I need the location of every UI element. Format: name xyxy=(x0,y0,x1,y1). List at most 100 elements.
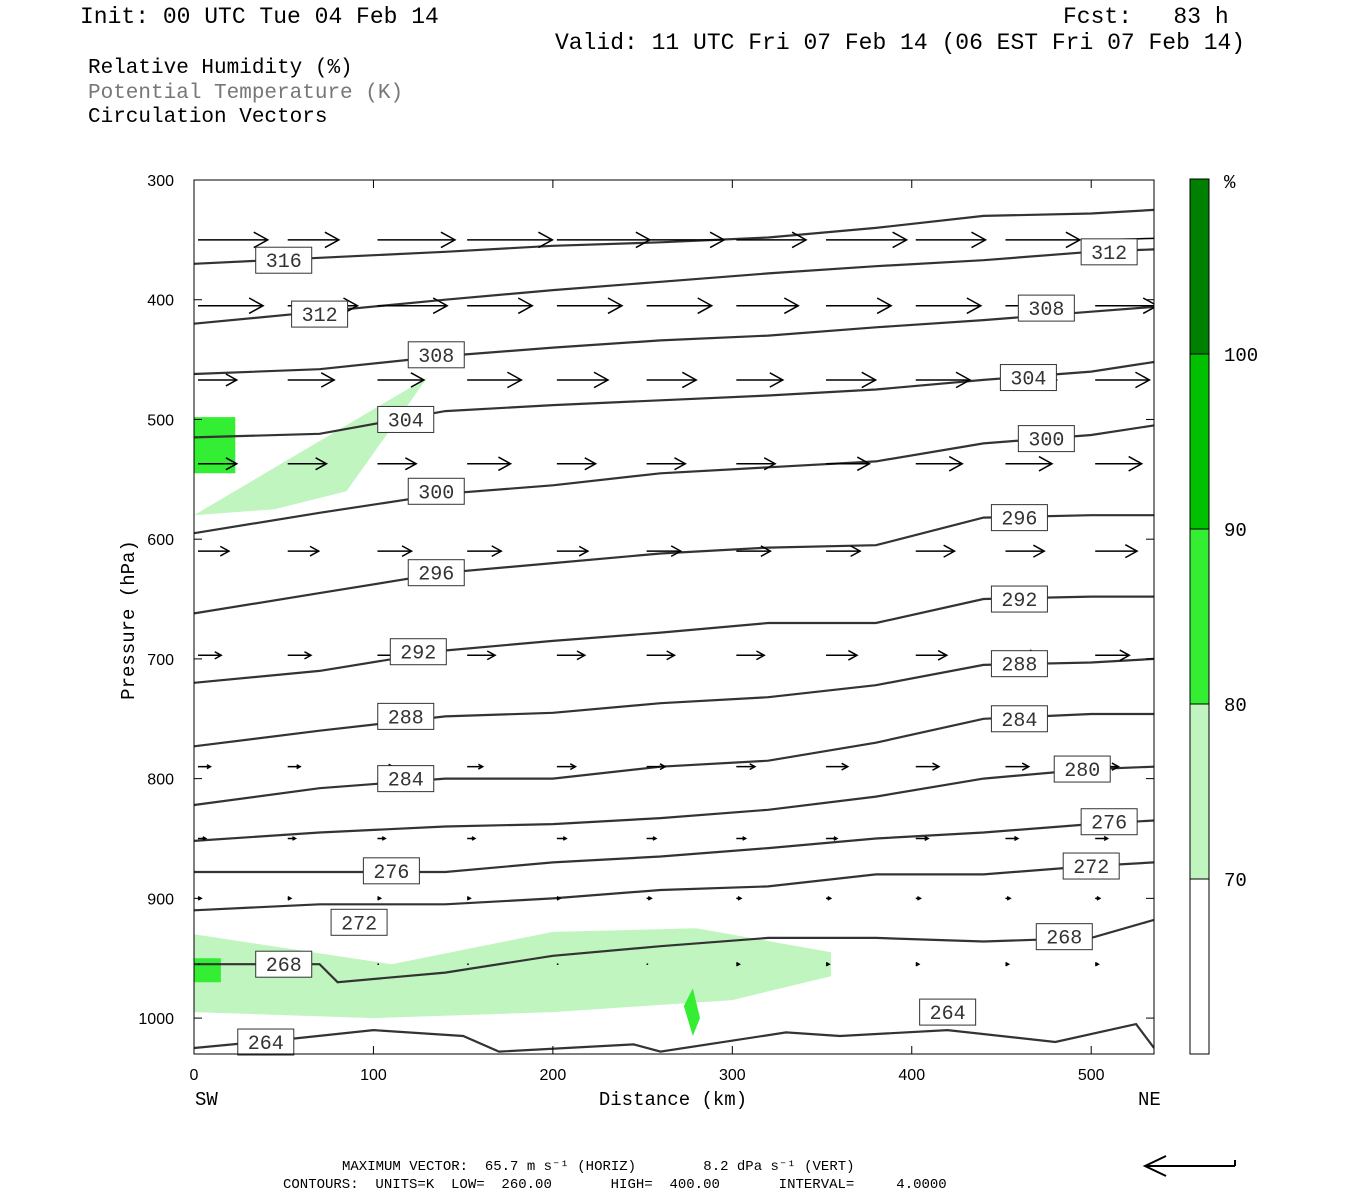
rh-region-1 xyxy=(194,417,236,474)
vector-head-4-5 xyxy=(670,545,683,558)
isentrope-label-box-268-a xyxy=(255,950,313,978)
vector-head-4-7 xyxy=(850,545,862,558)
vector-head-3-0 xyxy=(225,457,239,471)
isentrope-label-316-a: 316 xyxy=(266,251,302,274)
vector-head-0-3 xyxy=(538,231,554,249)
isentrope-label-300-b: 300 xyxy=(1028,430,1064,453)
isentrope-label-284-b: 284 xyxy=(1001,710,1037,733)
isentrope-label-box-304-b xyxy=(999,364,1057,392)
isentrope-label-box-280-a xyxy=(1053,755,1111,783)
vector-head-1-10 xyxy=(1142,297,1154,315)
vector-head-9-10 xyxy=(1094,961,1100,967)
vector-head-4-3 xyxy=(491,545,503,558)
plot-frame xyxy=(193,179,1155,1055)
isentrope-label-268-b: 268 xyxy=(1046,928,1082,951)
isentrope-label-264-b: 264 xyxy=(930,1003,966,1026)
colorbar-segment-3 xyxy=(1189,353,1210,530)
vector-head-8-8 xyxy=(917,896,922,901)
x-tick-label-500: 500 xyxy=(1078,1067,1105,1084)
vector-head-6-4 xyxy=(569,763,578,771)
y-tick-label-1000: 1000 xyxy=(138,1011,174,1028)
vector-head-0-0 xyxy=(253,231,270,249)
vector-head-6-9 xyxy=(1021,762,1031,771)
isentrope-label-272-b: 272 xyxy=(1073,857,1109,880)
vector-head-0-5 xyxy=(709,231,726,249)
isentrope-label-box-264-a xyxy=(237,1028,295,1056)
vector-head-0-9 xyxy=(1065,231,1082,249)
isentrope-label-264-a: 264 xyxy=(248,1033,284,1056)
vector-head-0-2 xyxy=(440,231,457,249)
vector-head-8-10 xyxy=(1096,896,1102,901)
colorbar-segment-1 xyxy=(1189,703,1210,880)
vector-head-7-0 xyxy=(202,836,208,841)
vector-head-5-3 xyxy=(486,650,497,661)
isentrope-label-box-276-a xyxy=(362,857,420,885)
max-vector-info: MAXIMUM VECTOR: 65.7 m s⁻¹ (HORIZ) 8.2 d… xyxy=(342,1159,855,1175)
isentrope-label-box-276-b xyxy=(1080,808,1138,836)
vector-head-6-3 xyxy=(477,763,485,770)
vector-head-0-1 xyxy=(324,231,341,249)
vector-head-4-10 xyxy=(1124,544,1139,559)
vector-head-3-1 xyxy=(315,457,329,471)
x-axis-label: Distance (km) xyxy=(599,1089,747,1111)
isentrope-label-296-a: 296 xyxy=(418,564,454,587)
vector-head-8-4 xyxy=(556,896,562,901)
isentrope-label-272-a: 272 xyxy=(341,913,377,936)
vector-head-5-10 xyxy=(1119,649,1131,662)
vector-head-2-2 xyxy=(410,372,426,388)
vector-head-7-3 xyxy=(471,836,477,841)
legend-theta: Potential Temperature (K) xyxy=(88,82,404,105)
vector-head-3-3 xyxy=(498,456,513,472)
vector-head-3-9 xyxy=(1038,455,1054,472)
colorbar-label-100: 100 xyxy=(1224,345,1258,367)
isentrope-264 xyxy=(194,1022,1154,1053)
isentrope-label-box-308-b xyxy=(1017,294,1075,322)
vector-head-1-4 xyxy=(607,297,624,315)
vector-head-7-9 xyxy=(1014,835,1020,842)
isentrope-268 xyxy=(194,918,1154,984)
rh-region-2 xyxy=(194,928,831,1019)
vector-head-8-1 xyxy=(287,896,293,901)
isentrope-label-box-296-a xyxy=(407,559,465,587)
isentrope-label-box-296-b xyxy=(990,504,1048,532)
vector-head-1-2 xyxy=(432,297,449,315)
colorbar-segment-2 xyxy=(1189,528,1210,705)
vector-head-4-8 xyxy=(943,544,957,558)
init-time: Init: 00 UTC Tue 04 Feb 14 xyxy=(80,4,439,30)
vector-head-5-1 xyxy=(304,651,313,660)
vector-head-2-4 xyxy=(593,371,610,389)
vector-head-5-5 xyxy=(666,650,677,661)
vector-head-2-6 xyxy=(769,372,785,388)
forecast-hour: Fcst: 83 h xyxy=(1063,4,1229,30)
isentrope-label-292-b: 292 xyxy=(1001,590,1037,613)
vector-head-0-10 xyxy=(1162,230,1176,245)
vector-head-2-10 xyxy=(1135,371,1152,389)
vector-head-6-7 xyxy=(841,762,850,771)
isentrope-label-304-a: 304 xyxy=(388,410,424,433)
colorbar: 70 80 90 100% xyxy=(1189,172,1258,1055)
vector-head-2-3 xyxy=(507,371,523,389)
isentrope-label-box-304-a xyxy=(377,405,435,433)
vector-head-8-5 xyxy=(647,896,653,901)
isentrope-label-box-300-b xyxy=(1017,425,1075,453)
isentrope-label-box-300-a xyxy=(407,477,465,505)
isentrope-label-box-268-b xyxy=(1035,923,1093,951)
vector-head-4-4 xyxy=(578,545,590,557)
vector-head-6-1 xyxy=(296,764,302,770)
vector-head-2-0 xyxy=(225,373,239,387)
vector-head-2-8 xyxy=(955,371,972,389)
y-tick-label-300: 300 xyxy=(147,173,174,190)
isentrope-label-box-292-a xyxy=(389,638,447,666)
x-tick-label-0: 0 xyxy=(190,1067,199,1084)
vector-head-4-9 xyxy=(1033,544,1046,558)
vector-head-5-6 xyxy=(756,650,766,661)
vector-head-8-2 xyxy=(377,896,383,901)
isentrope-label-276-b: 276 xyxy=(1091,813,1127,836)
rh-region-0 xyxy=(194,377,428,516)
y-tick-label-800: 800 xyxy=(147,772,174,789)
isentrope-label-box-292-b xyxy=(990,585,1048,613)
y-tick-label-700: 700 xyxy=(147,652,174,669)
isentrope-label-box-284-a xyxy=(377,765,435,793)
isentrope-316 xyxy=(194,208,1154,265)
